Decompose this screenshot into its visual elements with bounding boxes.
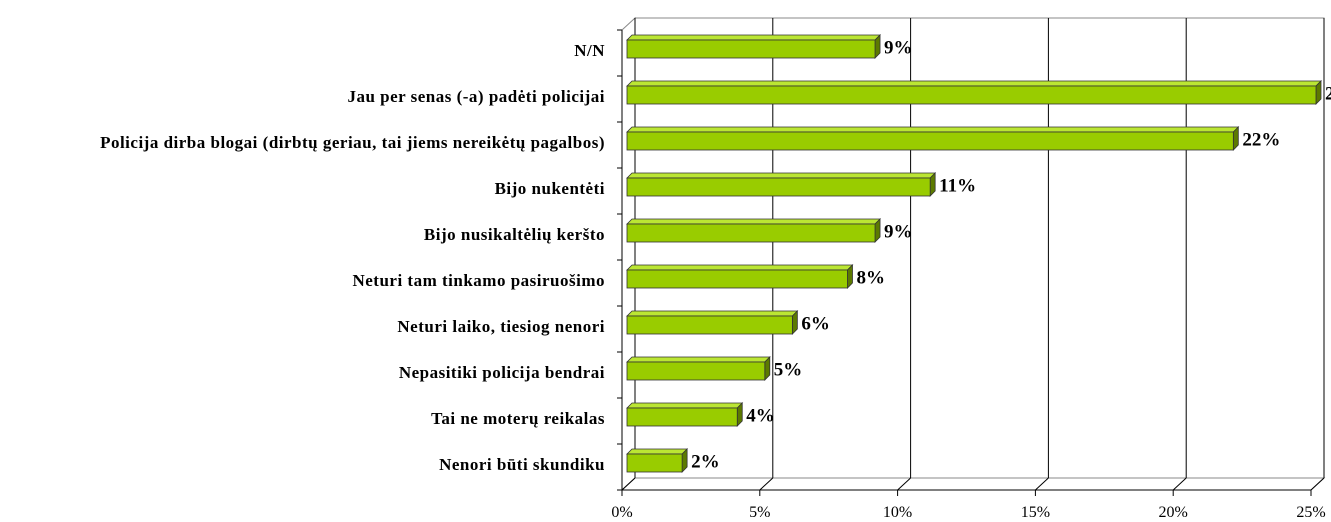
x-tick-label: 15% xyxy=(1021,504,1050,521)
data-label: 8% xyxy=(856,267,885,288)
data-label: 6% xyxy=(801,313,830,334)
grid-line xyxy=(1035,477,1049,491)
bar xyxy=(626,315,793,335)
category-label: Jau per senas (-a) padėti policijai xyxy=(5,87,605,107)
bar xyxy=(626,361,766,381)
x-tick-label: 5% xyxy=(749,504,770,521)
data-label: 5% xyxy=(774,359,803,380)
bar xyxy=(626,269,848,289)
x-tick-label: 20% xyxy=(1159,504,1188,521)
bar-top xyxy=(626,172,937,179)
data-label: 9% xyxy=(884,37,913,58)
category-text: Tai ne moterų reikalas xyxy=(431,409,605,428)
category-text: Nepasitiki policija bendrai xyxy=(398,363,605,382)
grid-line xyxy=(621,477,636,491)
x-tick-label: 25% xyxy=(1296,504,1325,521)
grid-line xyxy=(1310,477,1325,491)
category-text: Nenori būti skundiku xyxy=(439,455,605,474)
grid-line xyxy=(1172,477,1187,491)
data-label: 22% xyxy=(1242,129,1280,150)
category-label: Neturi laiko, tiesiog nenori xyxy=(5,317,605,337)
bar-top xyxy=(626,448,689,455)
data-label: 11% xyxy=(939,175,976,196)
category-text: Policija dirba blogai (dirbtų geriau, ta… xyxy=(100,133,605,152)
x-tick-label: 10% xyxy=(883,504,912,521)
category-text: Jau per senas (-a) padėti policijai xyxy=(347,87,605,106)
data-label: 4% xyxy=(746,405,775,426)
category-text: Neturi laiko, tiesiog nenori xyxy=(397,317,605,336)
bar-top xyxy=(626,402,744,409)
bar-top xyxy=(626,126,1240,133)
bar-top xyxy=(626,80,1322,87)
category-text: Bijo nukentėti xyxy=(494,179,605,198)
x-tick-label: 0% xyxy=(611,504,632,521)
category-label: Neturi tam tinkamo pasiruošimo xyxy=(5,271,605,291)
bar xyxy=(626,453,683,473)
floor xyxy=(620,477,1326,491)
bar-top xyxy=(626,218,882,225)
grid-line xyxy=(759,477,774,491)
bar xyxy=(626,177,931,197)
category-label: Policija dirba blogai (dirbtų geriau, ta… xyxy=(5,133,605,153)
grid-line xyxy=(897,477,911,491)
bar-top xyxy=(626,356,771,363)
category-label: Tai ne moterų reikalas xyxy=(5,409,605,429)
category-label: N/N xyxy=(5,41,605,61)
bar xyxy=(626,39,876,59)
bar xyxy=(626,407,738,427)
category-text: Neturi tam tinkamo pasiruošimo xyxy=(352,271,605,290)
category-label: Nenori būti skundiku xyxy=(5,455,605,475)
category-label: Bijo nukentėti xyxy=(5,179,605,199)
bar-top xyxy=(626,310,799,317)
category-label: Nepasitiki policija bendrai xyxy=(5,363,605,383)
bar xyxy=(626,131,1234,151)
data-label: 25% xyxy=(1325,83,1331,104)
category-text: N/N xyxy=(574,41,605,60)
bar-top xyxy=(626,264,854,271)
bar-top xyxy=(626,34,882,41)
category-text: Bijo nusikaltėlių keršto xyxy=(423,225,605,244)
category-label: Bijo nusikaltėlių keršto xyxy=(5,225,605,245)
data-label: 2% xyxy=(691,451,720,472)
data-label: 9% xyxy=(884,221,913,242)
bar xyxy=(626,85,1317,105)
bar xyxy=(626,223,876,243)
